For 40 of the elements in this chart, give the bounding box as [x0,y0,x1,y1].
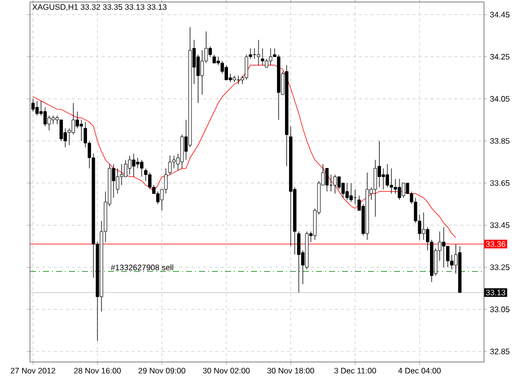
candlestick [43,106,47,127]
candlestick [382,168,385,190]
candlestick [76,111,79,129]
candlestick [422,212,426,240]
candlestick [132,153,136,178]
candlestick [337,176,341,190]
candlestick [297,231,300,293]
candlestick [120,164,124,186]
candlestick [394,178,398,194]
candlestick [140,160,144,178]
candlestick [148,172,152,190]
candlestick [156,191,160,204]
candlestick [116,168,120,194]
candlestick [128,155,132,175]
candlestick [72,102,75,135]
candlestick [349,182,353,202]
candlestick [378,140,381,188]
candlestick [224,64,228,80]
candlestick [60,120,63,142]
candlestick [390,168,394,194]
candlestick [268,48,272,66]
candlestick [244,54,248,80]
candlestick [398,178,402,200]
candlestick [80,120,83,142]
candlestick [374,160,377,218]
candlestick [333,174,337,194]
candlestick [35,100,39,116]
candlestick [168,155,172,175]
candlestick [47,115,51,131]
candlestick [136,157,140,169]
candlestick [260,48,264,66]
candlestick [402,182,406,198]
candlestick [124,160,128,178]
candlestick [442,226,446,268]
candlestick [325,168,329,192]
candlestick [446,246,450,268]
candlestick [208,46,212,58]
candlestick [345,182,349,200]
candlestick [386,164,390,188]
candlestick [200,50,204,95]
